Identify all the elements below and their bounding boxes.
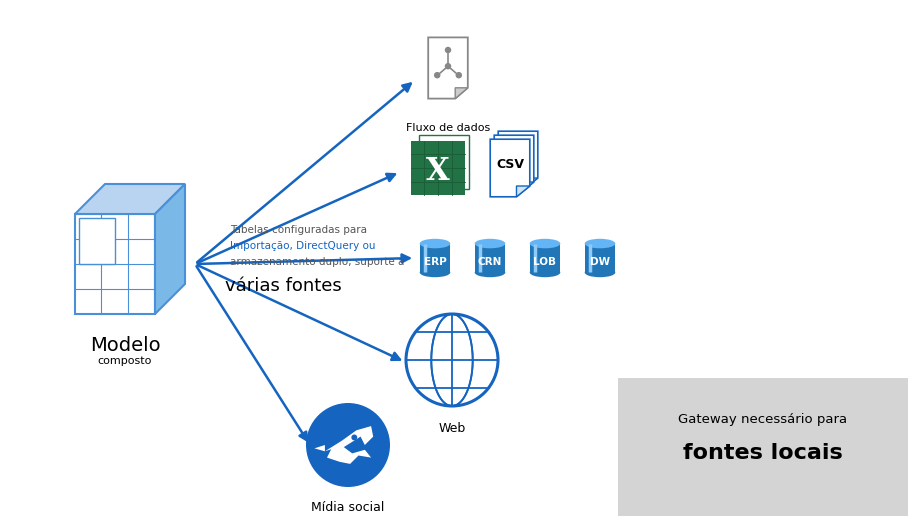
FancyBboxPatch shape: [618, 378, 908, 516]
Text: Modelo: Modelo: [90, 336, 161, 355]
Circle shape: [406, 314, 498, 406]
Ellipse shape: [475, 239, 505, 248]
Ellipse shape: [420, 268, 451, 277]
Text: Gateway necessário para: Gateway necessário para: [678, 413, 847, 426]
FancyBboxPatch shape: [475, 243, 505, 272]
Circle shape: [455, 72, 462, 79]
Text: LOB: LOB: [533, 257, 556, 267]
Text: ERP: ERP: [423, 257, 446, 267]
Polygon shape: [428, 37, 468, 99]
Ellipse shape: [475, 268, 505, 277]
Circle shape: [444, 47, 452, 53]
Polygon shape: [455, 88, 468, 99]
Polygon shape: [490, 139, 530, 197]
Text: CSV: CSV: [496, 158, 524, 171]
FancyBboxPatch shape: [79, 218, 115, 264]
Polygon shape: [314, 445, 325, 451]
Text: Importação, DirectQuery ou: Importação, DirectQuery ou: [230, 241, 375, 251]
Text: várias fontes: várias fontes: [225, 277, 341, 295]
Polygon shape: [521, 182, 533, 193]
Circle shape: [434, 72, 441, 79]
Ellipse shape: [420, 239, 451, 248]
Circle shape: [352, 435, 357, 440]
Text: fontes locais: fontes locais: [683, 443, 843, 463]
Text: Web: Web: [439, 422, 465, 435]
Ellipse shape: [585, 239, 615, 248]
FancyBboxPatch shape: [530, 243, 560, 272]
Text: DW: DW: [590, 257, 610, 267]
Text: armazenamento duplo, suporte a: armazenamento duplo, suporte a: [230, 257, 404, 267]
Polygon shape: [494, 135, 533, 193]
Polygon shape: [498, 131, 538, 189]
Ellipse shape: [585, 268, 615, 277]
Text: Tabelas configuradas para: Tabelas configuradas para: [230, 225, 367, 235]
Polygon shape: [517, 186, 530, 197]
Text: Mídia social: Mídia social: [311, 501, 385, 514]
FancyBboxPatch shape: [585, 243, 615, 272]
FancyBboxPatch shape: [410, 140, 465, 195]
Circle shape: [306, 403, 390, 487]
Polygon shape: [325, 426, 374, 464]
Circle shape: [444, 63, 452, 70]
Ellipse shape: [530, 239, 560, 248]
Ellipse shape: [530, 268, 560, 277]
Polygon shape: [75, 184, 185, 214]
Text: X: X: [426, 156, 450, 186]
Text: composto: composto: [98, 356, 152, 366]
Text: CRN: CRN: [477, 257, 502, 267]
Polygon shape: [524, 178, 538, 189]
FancyBboxPatch shape: [420, 135, 469, 190]
Polygon shape: [75, 214, 155, 314]
FancyBboxPatch shape: [420, 243, 451, 272]
Polygon shape: [344, 437, 367, 454]
Polygon shape: [155, 184, 185, 314]
Text: Fluxo de dados: Fluxo de dados: [406, 123, 490, 133]
